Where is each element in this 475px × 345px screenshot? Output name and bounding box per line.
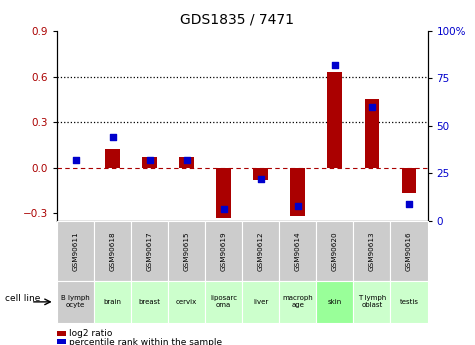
Text: GSM90617: GSM90617 [147,231,152,271]
Bar [327,72,342,168]
Text: GSM90619: GSM90619 [221,231,227,271]
Text: GDS1835 / 7471: GDS1835 / 7471 [180,12,294,26]
Bar [253,168,268,180]
Bar [364,99,380,168]
Text: GSM90616: GSM90616 [406,231,412,271]
Text: liver: liver [253,299,268,305]
Point [331,62,339,68]
Text: percentile rank within the sample: percentile rank within the sample [69,338,222,345]
Text: breast: breast [139,299,161,305]
Point [257,176,265,182]
Text: GSM90620: GSM90620 [332,231,338,271]
Bar [290,168,305,216]
Text: log2 ratio: log2 ratio [69,329,112,338]
Text: skin: skin [328,299,342,305]
Text: liposarc
oma: liposarc oma [210,295,238,308]
Bar [105,149,120,168]
Bar [142,157,157,168]
Point [405,201,413,206]
Bar [216,168,231,218]
Point [368,104,376,110]
Point [220,207,228,212]
Point [183,157,190,163]
Point [146,157,153,163]
Text: brain: brain [104,299,122,305]
Bar [401,168,417,194]
Text: macroph
age: macroph age [283,295,313,308]
Text: GSM90618: GSM90618 [110,231,115,271]
Text: cervix: cervix [176,299,197,305]
Point [72,157,79,163]
Point [294,203,302,208]
Text: GSM90613: GSM90613 [369,231,375,271]
Point [109,135,116,140]
Text: T lymph
oblast: T lymph oblast [358,295,386,308]
Text: GSM90612: GSM90612 [258,231,264,271]
Text: GSM90615: GSM90615 [184,231,190,271]
Text: testis: testis [399,299,418,305]
Text: cell line: cell line [5,294,40,303]
Text: GSM90614: GSM90614 [295,231,301,271]
Bar [179,157,194,168]
Text: B lymph
ocyte: B lymph ocyte [61,295,90,308]
Text: GSM90611: GSM90611 [73,231,78,271]
